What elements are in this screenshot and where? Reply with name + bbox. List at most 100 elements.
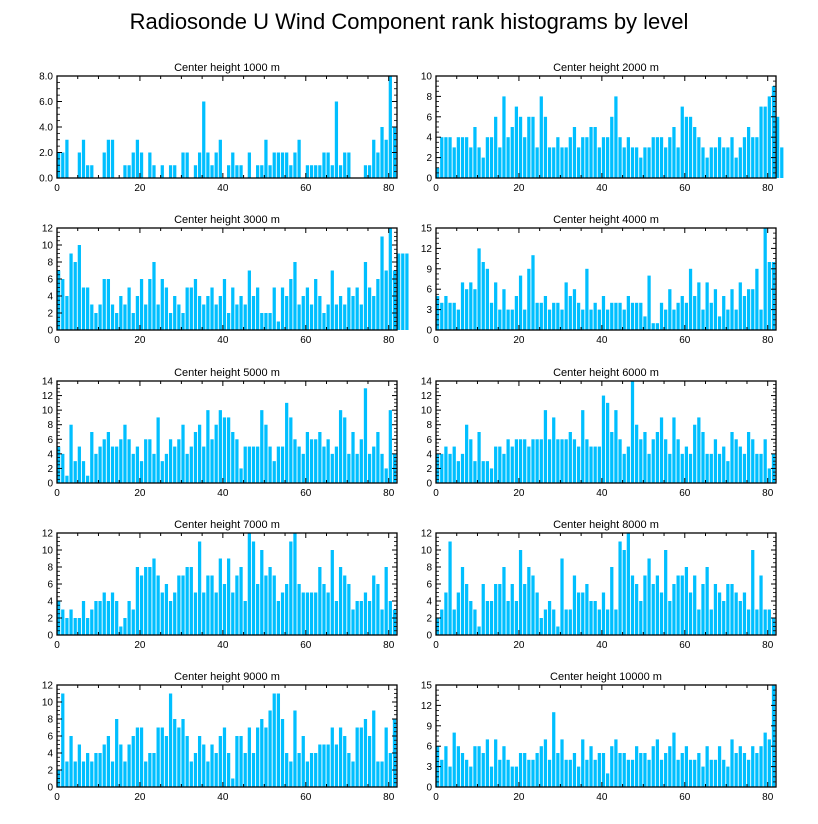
histogram-bar [614, 609, 618, 635]
histogram-bar [268, 567, 272, 635]
y-tick-label: 0 [426, 479, 432, 490]
histogram-bar [135, 727, 140, 787]
histogram-bar [717, 746, 722, 787]
histogram-bar [485, 601, 490, 635]
histogram-panel-6: Center height 6000 m 0 20 40 60 80 0 2 4 6 8 10 12 14 [421, 367, 777, 499]
histogram-bar [676, 759, 680, 787]
histogram-bar [780, 147, 784, 178]
y-tick-label: 2 [47, 614, 53, 625]
histogram-bar [560, 147, 564, 178]
histogram-bar [388, 753, 392, 787]
histogram-bar [767, 739, 771, 787]
histogram-bar [81, 761, 86, 787]
histogram-bar [693, 296, 697, 330]
histogram-bar [722, 296, 726, 330]
y-tick-label: 10 [421, 406, 433, 417]
histogram-bar [334, 101, 339, 178]
histogram-bar [376, 761, 380, 787]
y-tick-label: 15 [421, 224, 433, 235]
histogram-bar [90, 432, 94, 483]
y-tick-label: 4 [47, 749, 53, 760]
histogram-bar [326, 744, 330, 787]
histogram-bar [189, 287, 193, 330]
y-tick-label: 6 [47, 732, 53, 743]
histogram-bar [693, 575, 697, 635]
histogram-bar [680, 575, 684, 635]
histogram-bar [527, 567, 531, 635]
histogram-bar [606, 309, 610, 330]
histogram-bar [243, 753, 247, 787]
histogram-bar [110, 761, 115, 787]
histogram-bar [626, 296, 630, 330]
histogram-bar [713, 147, 718, 178]
histogram-bar [285, 296, 289, 330]
histogram-bar [214, 304, 218, 330]
histogram-bar [276, 601, 281, 635]
histogram-bar [123, 165, 127, 178]
y-tick-label: 10 [42, 406, 54, 417]
histogram-bar [676, 439, 680, 483]
histogram-bar [767, 262, 771, 330]
histogram-bar [523, 584, 527, 635]
histogram-bar [260, 313, 264, 330]
histogram-bar [276, 152, 281, 178]
histogram-bar [235, 736, 239, 787]
histogram-bar [144, 567, 148, 635]
histogram-bar [359, 601, 363, 635]
panel-title: Center height 6000 m [553, 367, 659, 379]
histogram-bar [173, 719, 177, 787]
y-tick-label: 12 [421, 391, 433, 402]
histogram-bar [643, 316, 647, 330]
histogram-bar [713, 439, 718, 483]
histogram-bar [351, 609, 355, 635]
histogram-bar [152, 262, 156, 330]
histogram-bar [518, 439, 523, 483]
histogram-bar [330, 270, 334, 330]
histogram-bar [556, 626, 560, 635]
x-tick-label: 40 [596, 335, 608, 346]
histogram-bar [110, 592, 115, 635]
histogram-bar [289, 541, 293, 635]
histogram-bar [77, 618, 81, 635]
histogram-bar [672, 584, 676, 635]
x-tick-label: 60 [300, 792, 312, 803]
histogram-bar [643, 753, 647, 787]
histogram-bar [709, 453, 713, 483]
histogram-bar [305, 761, 310, 787]
histogram-bar [343, 736, 347, 787]
histogram-bar [680, 296, 684, 330]
y-tick-label: 4 [426, 449, 432, 460]
histogram-bar [206, 575, 210, 635]
histogram-bar [280, 152, 285, 178]
histogram-bar [618, 541, 622, 635]
histogram-bar [535, 753, 539, 787]
y-tick-label: 10 [42, 241, 54, 252]
histogram-bar [206, 152, 210, 178]
histogram-bar [127, 744, 131, 787]
histogram-bar [576, 766, 581, 787]
histogram-bar [222, 279, 227, 330]
histogram-bar [293, 710, 297, 787]
histogram-bar [635, 147, 639, 178]
histogram-bar [722, 601, 726, 635]
histogram-bar [477, 248, 481, 330]
histogram-bar [722, 759, 726, 787]
histogram-bar [343, 152, 347, 178]
x-tick-label: 0 [433, 792, 439, 803]
histogram-bar [456, 137, 460, 178]
y-tick-label: 8 [47, 420, 53, 431]
panel-title: Center height 2000 m [553, 62, 659, 74]
histogram-bar [601, 753, 606, 787]
x-tick-label: 60 [679, 792, 691, 803]
y-tick-label: 2 [47, 464, 53, 475]
histogram-bar [581, 739, 585, 787]
histogram-bar [709, 759, 713, 787]
histogram-bar [106, 432, 111, 483]
histogram-bar [239, 165, 243, 178]
histogram-bar [448, 541, 452, 635]
histogram-bar [181, 313, 185, 330]
y-tick-label: 0 [426, 174, 432, 185]
histogram-bar [618, 439, 622, 483]
histogram-bar [556, 302, 560, 330]
histogram-bar [709, 302, 713, 330]
